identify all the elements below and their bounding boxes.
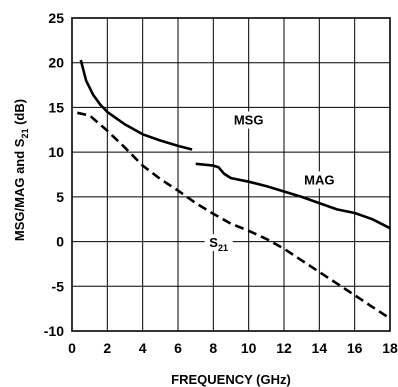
y-axis-title: MSG/MAG and S21 (dB) xyxy=(12,99,30,241)
series-label-s21: S21 xyxy=(209,235,228,253)
series-label-background xyxy=(230,111,267,129)
series-line-s21 xyxy=(77,111,391,320)
y-tick-label: 5 xyxy=(56,189,64,205)
y-axis-title-main: MSG/MAG and S xyxy=(12,138,27,241)
series-label-background xyxy=(301,171,338,189)
y-tick-label: 25 xyxy=(48,10,64,26)
series-line-mag xyxy=(195,162,391,230)
x-tick-label: 6 xyxy=(174,340,182,356)
x-axis-title: FREQUENCY (GHz) xyxy=(171,372,291,387)
grid-lines xyxy=(72,18,390,331)
plot-frame xyxy=(71,17,391,332)
y-axis-title-suffix: (dB) xyxy=(12,99,27,129)
y-axis-title-subscript: 21 xyxy=(20,129,30,139)
y-tick-label: 0 xyxy=(56,234,64,250)
series-label-mag: MAG xyxy=(304,172,334,187)
y-tick-label: 10 xyxy=(48,144,64,160)
x-tick-label: 2 xyxy=(103,340,111,356)
y-tick-label: -10 xyxy=(44,323,64,339)
x-tick-label: 16 xyxy=(347,340,363,356)
series-labels: MSG MAG S21 xyxy=(204,111,338,253)
series-layer xyxy=(77,59,391,320)
x-tick-label: 12 xyxy=(276,340,292,356)
x-tick-labels: 0 2 4 6 8 10 12 14 16 18 xyxy=(68,340,398,356)
series-label-background xyxy=(204,234,233,252)
x-tick-label: 14 xyxy=(312,340,328,356)
x-tick-label: 8 xyxy=(209,340,217,356)
y-tick-labels: -10 -5 0 5 10 15 20 25 xyxy=(44,10,64,339)
x-tick-label: 10 xyxy=(241,340,257,356)
y-tick-label: 20 xyxy=(48,55,64,71)
series-line-msg xyxy=(79,59,193,151)
x-tick-label: 18 xyxy=(382,340,398,356)
y-tick-label: -5 xyxy=(52,278,65,294)
y-tick-label: 15 xyxy=(48,99,64,115)
x-tick-label: 4 xyxy=(139,340,147,356)
series-label-msg: MSG xyxy=(234,113,264,128)
x-tick-label: 0 xyxy=(68,340,76,356)
